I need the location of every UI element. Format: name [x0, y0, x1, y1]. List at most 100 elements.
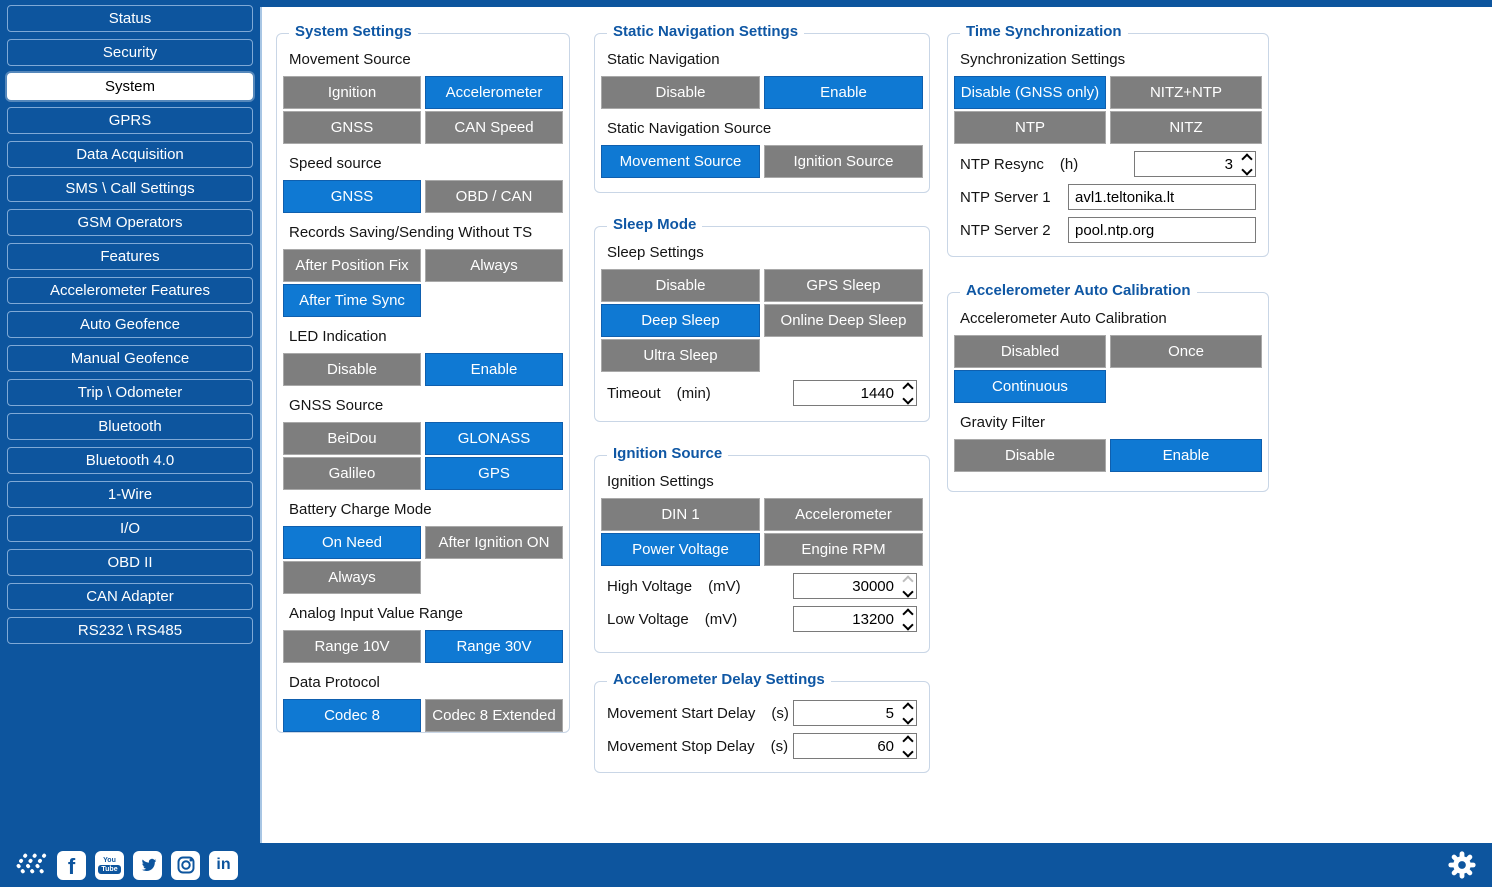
option-calibration-continuous[interactable]: Continuous [954, 370, 1106, 403]
option-led-disable[interactable]: Disable [283, 353, 421, 386]
option-sync-disable-gnss-only[interactable]: Disable (GNSS only) [954, 76, 1106, 109]
label-static-navigation-source: Static Navigation Source [607, 120, 772, 137]
option-static-nav-disable[interactable]: Disable [601, 76, 760, 109]
sidebar-item-trip-odometer[interactable]: Trip \ Odometer [7, 379, 253, 406]
movement-start-delay-spinner[interactable] [902, 700, 914, 726]
option-gravity-enable[interactable]: Enable [1110, 439, 1262, 472]
option-ignition-accelerometer[interactable]: Accelerometer [764, 498, 923, 531]
option-online-deep-sleep[interactable]: Online Deep Sleep [764, 304, 923, 337]
movement-stop-delay-input[interactable] [793, 733, 917, 759]
high-voltage-input[interactable] [793, 573, 917, 599]
group-title: System Settings [289, 23, 418, 40]
sidebar-item-gsm-operators[interactable]: GSM Operators [7, 209, 253, 236]
option-codec-8-extended[interactable]: Codec 8 Extended [425, 699, 563, 732]
sidebar-item-bluetooth-40[interactable]: Bluetooth 4.0 [7, 447, 253, 474]
option-static-src-ignition[interactable]: Ignition Source [764, 145, 923, 178]
sidebar: Status Security System GPRS Data Acquisi… [0, 0, 260, 843]
sidebar-item-bluetooth[interactable]: Bluetooth [7, 413, 253, 440]
sidebar-item-1-wire[interactable]: 1-Wire [7, 481, 253, 508]
option-speed-obd-can[interactable]: OBD / CAN [425, 180, 563, 213]
linkedin-icon[interactable]: in [209, 850, 238, 880]
option-movement-accelerometer[interactable]: Accelerometer [425, 76, 563, 109]
sidebar-item-gprs[interactable]: GPRS [7, 107, 253, 134]
option-after-ignition-on[interactable]: After Ignition ON [425, 526, 563, 559]
option-battery-always[interactable]: Always [283, 561, 421, 594]
option-din-1[interactable]: DIN 1 [601, 498, 760, 531]
option-gravity-disable[interactable]: Disable [954, 439, 1106, 472]
label-analog-input-range: Analog Input Value Range [289, 605, 464, 622]
group-accelerometer-delay: Accelerometer Delay Settings Movement St… [594, 671, 930, 773]
label-synchronization-settings: Synchronization Settings [960, 51, 1126, 68]
movement-stop-delay-spinner[interactable] [902, 733, 914, 759]
sidebar-item-manual-geofence[interactable]: Manual Geofence [7, 345, 253, 372]
option-beidou[interactable]: BeiDou [283, 422, 421, 455]
main-content: System Settings Movement Source Ignition… [260, 7, 1492, 843]
option-after-time-sync[interactable]: After Time Sync [283, 284, 421, 317]
option-movement-gnss[interactable]: GNSS [283, 111, 421, 144]
sidebar-item-security[interactable]: Security [7, 39, 253, 66]
option-static-nav-enable[interactable]: Enable [764, 76, 923, 109]
option-range-10v[interactable]: Range 10V [283, 630, 421, 663]
instagram-icon[interactable] [171, 850, 200, 880]
group-title: Static Navigation Settings [607, 23, 805, 40]
option-deep-sleep[interactable]: Deep Sleep [601, 304, 760, 337]
option-gps[interactable]: GPS [425, 457, 563, 490]
option-led-enable[interactable]: Enable [425, 353, 563, 386]
twitter-icon[interactable] [133, 850, 162, 880]
timeout-input[interactable] [793, 380, 917, 406]
label-records-without-ts: Records Saving/Sending Without TS [289, 224, 533, 241]
option-gps-sleep[interactable]: GPS Sleep [764, 269, 923, 302]
option-sleep-disable[interactable]: Disable [601, 269, 760, 302]
option-glonass[interactable]: GLONASS [425, 422, 563, 455]
ntp-server-1-input[interactable] [1068, 184, 1256, 210]
label-timeout-unit: (min) [676, 384, 711, 402]
option-engine-rpm[interactable]: Engine RPM [764, 533, 923, 566]
label-data-protocol: Data Protocol [289, 674, 380, 691]
high-voltage-spinner[interactable] [902, 573, 914, 599]
sidebar-item-io[interactable]: I/O [7, 515, 253, 542]
label-accelerometer-auto-calibration: Accelerometer Auto Calibration [960, 310, 1167, 327]
option-codec-8[interactable]: Codec 8 [283, 699, 421, 732]
option-sync-nitz-ntp[interactable]: NITZ+NTP [1110, 76, 1262, 109]
sidebar-item-rs232-rs485[interactable]: RS232 \ RS485 [7, 617, 253, 644]
option-galileo[interactable]: Galileo [283, 457, 421, 490]
ntp-resync-spinner[interactable] [1241, 151, 1253, 177]
ntp-server-2-input[interactable] [1068, 217, 1256, 243]
ntp-resync-input[interactable] [1134, 151, 1256, 177]
low-voltage-input[interactable] [793, 606, 917, 632]
group-title: Accelerometer Auto Calibration [960, 282, 1197, 299]
sidebar-item-auto-geofence[interactable]: Auto Geofence [7, 311, 253, 338]
low-voltage-spinner[interactable] [902, 606, 914, 632]
option-calibration-once[interactable]: Once [1110, 335, 1262, 368]
sidebar-item-system[interactable]: System [7, 73, 253, 100]
option-after-position-fix[interactable]: After Position Fix [283, 249, 421, 282]
settings-gear-icon[interactable] [1446, 849, 1478, 881]
option-movement-can-speed[interactable]: CAN Speed [425, 111, 563, 144]
option-calibration-disabled[interactable]: Disabled [954, 335, 1106, 368]
option-range-30v[interactable]: Range 30V [425, 630, 563, 663]
sidebar-item-features[interactable]: Features [7, 243, 253, 270]
sidebar-item-sms-call-settings[interactable]: SMS \ Call Settings [7, 175, 253, 202]
label-timeout: Timeout [607, 384, 661, 402]
option-static-src-movement[interactable]: Movement Source [601, 145, 760, 178]
sidebar-item-can-adapter[interactable]: CAN Adapter [7, 583, 253, 610]
option-movement-ignition[interactable]: Ignition [283, 76, 421, 109]
sidebar-item-status[interactable]: Status [7, 5, 253, 32]
group-accelerometer-auto-calibration: Accelerometer Auto Calibration Accelerom… [947, 282, 1269, 492]
option-sync-nitz[interactable]: NITZ [1110, 111, 1262, 144]
sidebar-item-accelerometer-features[interactable]: Accelerometer Features [7, 277, 253, 304]
option-speed-gnss[interactable]: GNSS [283, 180, 421, 213]
sidebar-item-data-acquisition[interactable]: Data Acquisition [7, 141, 253, 168]
option-sync-ntp[interactable]: NTP [954, 111, 1106, 144]
label-movement-start-delay-unit: (s) [771, 704, 789, 722]
option-always-ts[interactable]: Always [425, 249, 563, 282]
option-power-voltage[interactable]: Power Voltage [601, 533, 760, 566]
sidebar-item-obd-ii[interactable]: OBD II [7, 549, 253, 576]
option-on-need[interactable]: On Need [283, 526, 421, 559]
timeout-spinner[interactable] [902, 380, 914, 406]
facebook-icon[interactable]: f [57, 850, 86, 880]
option-ultra-sleep[interactable]: Ultra Sleep [601, 339, 760, 372]
movement-start-delay-input[interactable] [793, 700, 917, 726]
teltonika-arrows-icon[interactable] [14, 851, 48, 879]
youtube-icon[interactable]: You Tube [95, 850, 124, 880]
